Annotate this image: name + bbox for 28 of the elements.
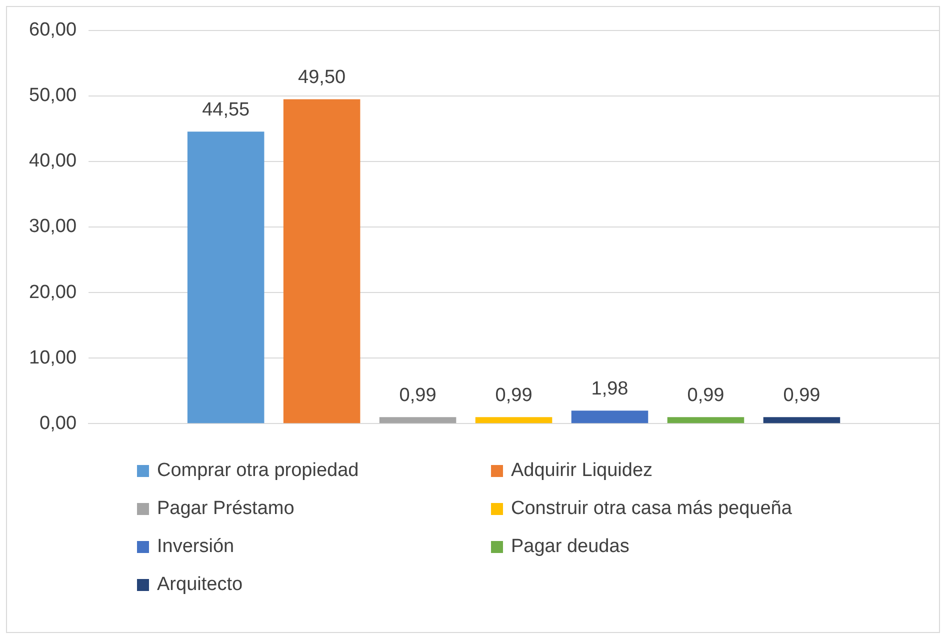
bar xyxy=(379,417,456,424)
y-tick-label: 20,00 xyxy=(29,282,77,303)
y-tick-label: 50,00 xyxy=(29,85,77,106)
bar xyxy=(667,417,744,424)
data-label: 1,98 xyxy=(591,378,628,400)
legend-label: Pagar deudas xyxy=(511,536,630,558)
data-label: 49,50 xyxy=(298,66,346,88)
data-label: 0,99 xyxy=(783,384,820,406)
bar xyxy=(571,410,648,424)
y-tick-label: 0,00 xyxy=(40,412,77,434)
data-label: 0,99 xyxy=(399,384,436,406)
legend-label: Comprar otra propiedad xyxy=(157,460,359,482)
y-tick-label: 40,00 xyxy=(29,150,77,172)
legend-label: Inversión xyxy=(157,536,234,558)
data-label: 0,99 xyxy=(687,384,724,406)
legend-label: Construir otra casa más pequeña xyxy=(511,498,792,520)
bar xyxy=(475,417,552,424)
legend-label: Adquirir Liquidez xyxy=(511,460,653,482)
legend-label: Pagar Préstamo xyxy=(157,498,294,520)
legend-label: Arquitecto xyxy=(157,574,243,596)
bar xyxy=(763,417,840,424)
data-label: 44,55 xyxy=(202,99,250,120)
y-tick-label: 30,00 xyxy=(29,216,77,238)
bar xyxy=(283,99,360,424)
bar xyxy=(187,132,264,424)
y-tick-label: 10,00 xyxy=(29,347,77,368)
data-label: 0,99 xyxy=(495,384,532,406)
y-tick-label: 60,00 xyxy=(29,20,77,41)
